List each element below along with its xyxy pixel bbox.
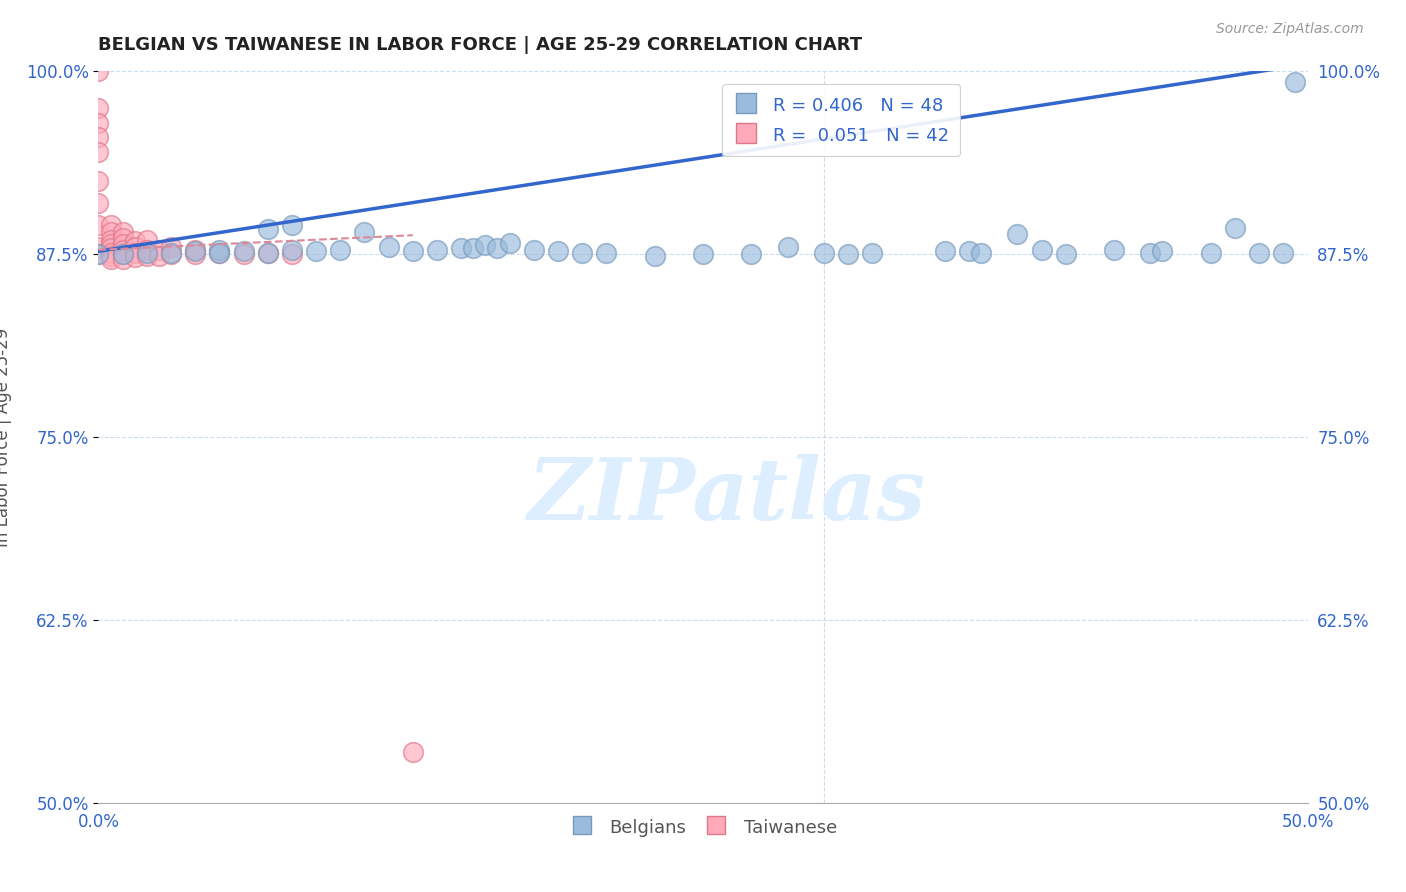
Point [87,240,110,254]
Y-axis label: In Labor Force | Age 25-29: In Labor Force | Age 25-29 [0,327,11,547]
Point [87,101,110,115]
Point [813,245,835,260]
Point [1272,245,1295,260]
Point [860,245,883,260]
Text: ZIPatlas: ZIPatlas [529,454,927,537]
Point [1152,244,1174,259]
Point [184,243,207,257]
Point [87,247,110,261]
Point [184,244,207,259]
Point [100,245,122,260]
Point [111,237,134,252]
Point [1031,243,1053,257]
Point [463,241,485,255]
Point [148,243,170,257]
Point [486,241,509,255]
Point [208,245,231,260]
Point [111,243,134,257]
Point [124,245,146,260]
Point [87,174,110,188]
Point [1007,227,1029,241]
Point [547,244,569,259]
Point [957,244,980,259]
Point [87,247,110,261]
Point [232,244,254,259]
Point [740,247,762,261]
Point [111,247,134,261]
Point [184,247,207,261]
Point [135,249,157,263]
Point [474,238,496,252]
Point [111,247,134,261]
Point [1223,220,1246,235]
Point [256,245,278,260]
Point [87,64,110,78]
Text: Source: ZipAtlas.com: Source: ZipAtlas.com [1216,22,1364,37]
Point [837,247,859,261]
Point [377,240,399,254]
Point [353,225,375,239]
Point [135,243,157,257]
Point [970,245,993,260]
Point [87,115,110,129]
Point [87,130,110,145]
Point [100,249,122,263]
Point [523,243,546,257]
Text: BELGIAN VS TAIWANESE IN LABOR FORCE | AGE 25-29 CORRELATION CHART: BELGIAN VS TAIWANESE IN LABOR FORCE | AG… [98,36,862,54]
Point [100,233,122,247]
Point [305,244,328,259]
Point [450,241,472,255]
Point [87,145,110,159]
Point [111,231,134,245]
Point [111,225,134,239]
Point [281,247,304,261]
Point [160,240,183,254]
Point [692,247,714,261]
Point [124,234,146,248]
Point [776,240,799,254]
Point [1139,245,1161,260]
Point [256,222,278,236]
Point [100,237,122,252]
Legend: Belgians, Taiwanese: Belgians, Taiwanese [562,810,844,845]
Point [111,252,134,266]
Point [124,250,146,264]
Point [571,245,593,260]
Point [160,247,183,261]
Point [402,244,425,259]
Point [1249,245,1271,260]
Point [329,243,352,257]
Point [124,240,146,254]
Point [160,245,183,260]
Point [232,247,254,261]
Point [208,245,231,260]
Point [87,218,110,232]
Point [100,241,122,255]
Point [100,252,122,266]
Point [148,249,170,263]
Point [135,245,157,260]
Point [1199,245,1222,260]
Point [100,225,122,239]
Point [498,235,520,250]
Point [644,249,666,263]
Point [1284,74,1306,88]
Point [256,245,278,260]
Point [402,745,425,759]
Point [135,233,157,247]
Point [1054,247,1077,261]
Point [1102,243,1125,257]
Point [208,243,231,257]
Point [934,244,956,259]
Point [281,243,304,257]
Point [87,196,110,211]
Point [595,245,617,260]
Point [281,218,304,232]
Point [426,243,449,257]
Point [100,218,122,232]
